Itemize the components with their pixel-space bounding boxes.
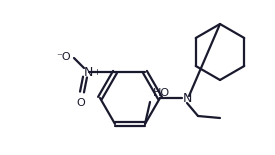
Text: O: O: [77, 98, 85, 108]
Text: ⁻O: ⁻O: [56, 52, 71, 62]
Text: +: +: [93, 68, 100, 77]
Text: HO: HO: [153, 88, 170, 98]
Text: N: N: [83, 66, 93, 79]
Text: N: N: [183, 93, 192, 106]
